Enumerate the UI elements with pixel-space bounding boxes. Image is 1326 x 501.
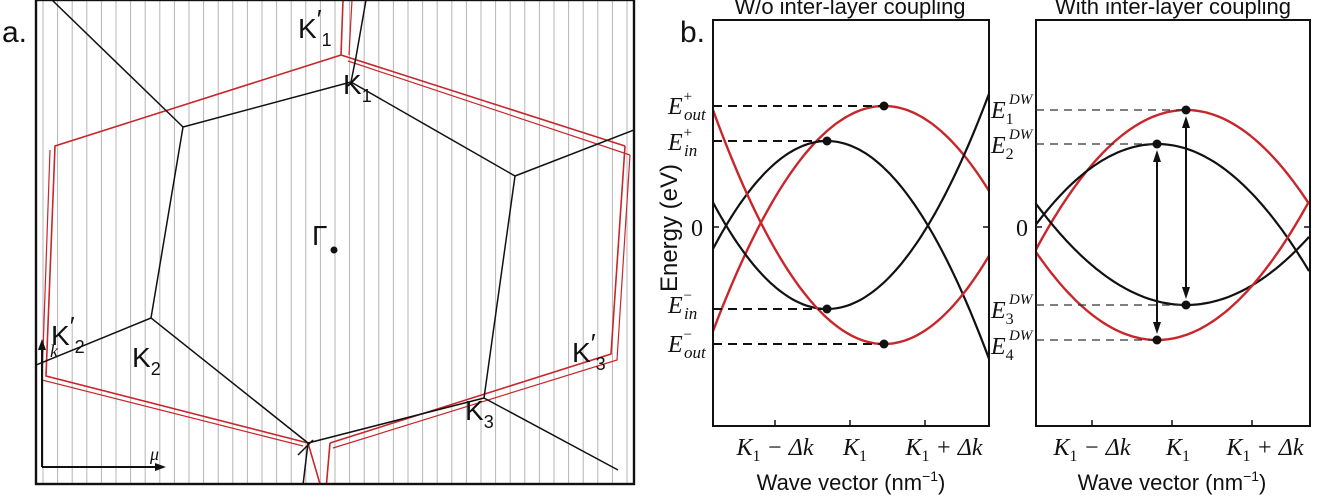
left-zero-tick: 0	[691, 216, 703, 242]
panel-b-label: b.	[680, 16, 705, 49]
k1-prime-label: K′1	[298, 4, 332, 50]
second-layer-zone-red-inner	[41, 0, 631, 449]
outer-valence-band	[713, 109, 989, 346]
k-mu-axes: k μ	[38, 339, 166, 471]
e-out-minus-label: E− out	[667, 327, 707, 362]
inner-valence-band	[713, 93, 989, 311]
k2-label: K2	[132, 342, 161, 379]
e-out-plus-label: E+ out	[667, 89, 707, 124]
right-x-axis-label: Wave vector (nm−1)	[1078, 468, 1267, 495]
k3-prime-label: K′3	[572, 328, 606, 374]
k3-label: K3	[465, 395, 494, 432]
inner-valence-band-dw	[1036, 203, 1310, 307]
e4-point	[1152, 335, 1162, 345]
e4-label: E4DW	[990, 328, 1034, 364]
first-layer-zone-black	[36, 0, 634, 485]
left-xtick-center: K1	[842, 435, 867, 465]
e1-point	[1181, 105, 1191, 115]
panel-a-frame	[34, 0, 636, 486]
e3-label: E3DW	[990, 292, 1034, 328]
inner-conduction-band-dw	[1036, 142, 1310, 272]
k-axis-label: k	[50, 341, 59, 361]
outer-valence-band-dw	[1036, 200, 1310, 342]
e-in-minus-point	[822, 304, 832, 314]
e-in-plus-point	[822, 136, 832, 146]
gamma-point	[330, 246, 338, 254]
left-x-axis-label: Wave vector (nm−1)	[757, 468, 946, 495]
outer-conduction-band	[713, 104, 989, 332]
mu-axis-label: μ	[149, 444, 159, 464]
left-xtick-minus: K1 − Δk	[736, 435, 814, 465]
left-plot-title: W/o inter-layer coupling	[734, 0, 965, 19]
gamma-label: Γ	[312, 220, 327, 251]
k1-label: K1	[343, 69, 372, 106]
left-xtick-plus: K1 + Δk	[905, 435, 983, 465]
e3-point	[1181, 300, 1191, 310]
right-zero-tick: 0	[1016, 216, 1028, 242]
e-out-plus-point	[879, 101, 889, 111]
k2-prime-label: K′2	[51, 311, 85, 357]
e2-label: E2DW	[990, 127, 1034, 163]
y-axis-label: Energy (eV)	[656, 164, 683, 292]
cutting-lines	[42, 0, 628, 485]
e-in-minus-label: E− in	[667, 288, 697, 323]
right-xtick-plus: K1 + Δk	[1226, 435, 1304, 465]
right-plot-title: With inter-layer coupling	[1055, 0, 1291, 19]
right-plot-frame	[1035, 19, 1311, 427]
e-out-minus-point	[879, 339, 889, 349]
second-layer-zone-red	[45, 0, 626, 485]
e2-point	[1152, 139, 1162, 149]
right-band-plot: E1DW E2DW E3DW E4DW 0 K1 − Δk K1 K1 + Δk…	[990, 19, 1311, 495]
left-plot-frame	[712, 19, 990, 427]
brillouin-zone-panel: Γ K′1 K1 K′2 K2 K3 K′3 k μ	[34, 0, 636, 486]
panel-a-label: a.	[2, 16, 27, 49]
right-xtick-minus: K1 − Δk	[1053, 435, 1131, 465]
right-xtick-center: K1	[1165, 435, 1190, 465]
transition-arrows	[1153, 116, 1190, 334]
left-band-plot: E+ out E+ in E− in E− out 0 K1 − Δk K1 K1 + …	[667, 19, 990, 495]
e1-label: E1DW	[990, 92, 1034, 128]
inner-conduction-band	[713, 139, 989, 360]
e-in-plus-label: E+ in	[667, 125, 697, 160]
outer-conduction-band-dw	[1036, 108, 1310, 251]
